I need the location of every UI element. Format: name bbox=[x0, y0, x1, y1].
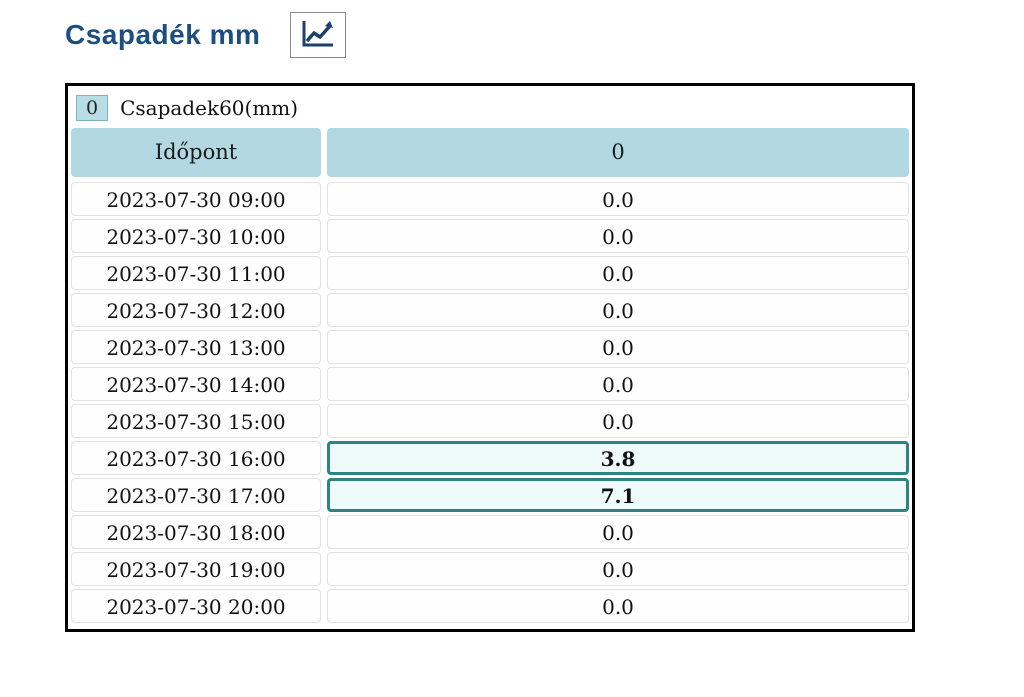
value-cell[interactable]: 0.0 bbox=[327, 404, 909, 438]
series-name-label: Csapadek60(mm) bbox=[120, 96, 299, 120]
time-cell: 2023-07-30 09:00 bbox=[71, 182, 321, 216]
time-cell: 2023-07-30 15:00 bbox=[71, 404, 321, 438]
time-cell: 2023-07-30 13:00 bbox=[71, 330, 321, 364]
value-cell[interactable]: 0.0 bbox=[327, 330, 909, 364]
time-cell: 2023-07-30 11:00 bbox=[71, 256, 321, 290]
value-cell[interactable]: 3.8 bbox=[327, 441, 909, 475]
table-row: 2023-07-30 12:00 0.0 bbox=[71, 293, 909, 327]
series-index-badge: 0 bbox=[76, 95, 109, 121]
table-row: 2023-07-30 14:00 0.0 bbox=[71, 367, 909, 401]
header-bar: Csapadék mm bbox=[0, 0, 1024, 64]
time-cell: 2023-07-30 18:00 bbox=[71, 515, 321, 549]
table-row: 2023-07-30 19:00 0.0 bbox=[71, 552, 909, 586]
table-row: 2023-07-30 18:00 0.0 bbox=[71, 515, 909, 549]
column-header-row: Időpont 0 bbox=[68, 128, 912, 177]
value-cell[interactable]: 7.1 bbox=[327, 478, 909, 512]
line-chart-icon bbox=[300, 18, 336, 53]
time-cell: 2023-07-30 16:00 bbox=[71, 441, 321, 475]
time-cell: 2023-07-30 20:00 bbox=[71, 589, 321, 623]
table-body: 2023-07-30 09:00 0.0 2023-07-30 10:00 0.… bbox=[68, 177, 912, 629]
time-cell: 2023-07-30 19:00 bbox=[71, 552, 321, 586]
value-cell[interactable]: 0.0 bbox=[327, 256, 909, 290]
table-row: 2023-07-30 15:00 0.0 bbox=[71, 404, 909, 438]
chart-view-button[interactable] bbox=[290, 12, 347, 58]
time-cell: 2023-07-30 14:00 bbox=[71, 367, 321, 401]
table-row: 2023-07-30 20:00 0.0 bbox=[71, 589, 909, 623]
column-header-time: Időpont bbox=[71, 128, 321, 177]
page-title: Csapadék mm bbox=[65, 19, 261, 50]
value-cell[interactable]: 0.0 bbox=[327, 515, 909, 549]
series-header-row: 0 Csapadek60(mm) bbox=[68, 86, 912, 128]
time-cell: 2023-07-30 10:00 bbox=[71, 219, 321, 253]
value-cell[interactable]: 0.0 bbox=[327, 367, 909, 401]
time-cell: 2023-07-30 12:00 bbox=[71, 293, 321, 327]
value-cell[interactable]: 0.0 bbox=[327, 182, 909, 216]
table-row: 2023-07-30 10:00 0.0 bbox=[71, 219, 909, 253]
table-row: 2023-07-30 13:00 0.0 bbox=[71, 330, 909, 364]
value-cell[interactable]: 0.0 bbox=[327, 293, 909, 327]
table-row: 2023-07-30 09:00 0.0 bbox=[71, 182, 909, 216]
time-cell: 2023-07-30 17:00 bbox=[71, 478, 321, 512]
value-cell[interactable]: 0.0 bbox=[327, 589, 909, 623]
value-cell[interactable]: 0.0 bbox=[327, 219, 909, 253]
table-row: 2023-07-30 17:00 7.1 bbox=[71, 478, 909, 512]
table-row: 2023-07-30 11:00 0.0 bbox=[71, 256, 909, 290]
column-header-value: 0 bbox=[327, 128, 909, 177]
table-row: 2023-07-30 16:00 3.8 bbox=[71, 441, 909, 475]
value-cell[interactable]: 0.0 bbox=[327, 552, 909, 586]
precipitation-table: 0 Csapadek60(mm) Időpont 0 2023-07-30 09… bbox=[65, 83, 915, 632]
